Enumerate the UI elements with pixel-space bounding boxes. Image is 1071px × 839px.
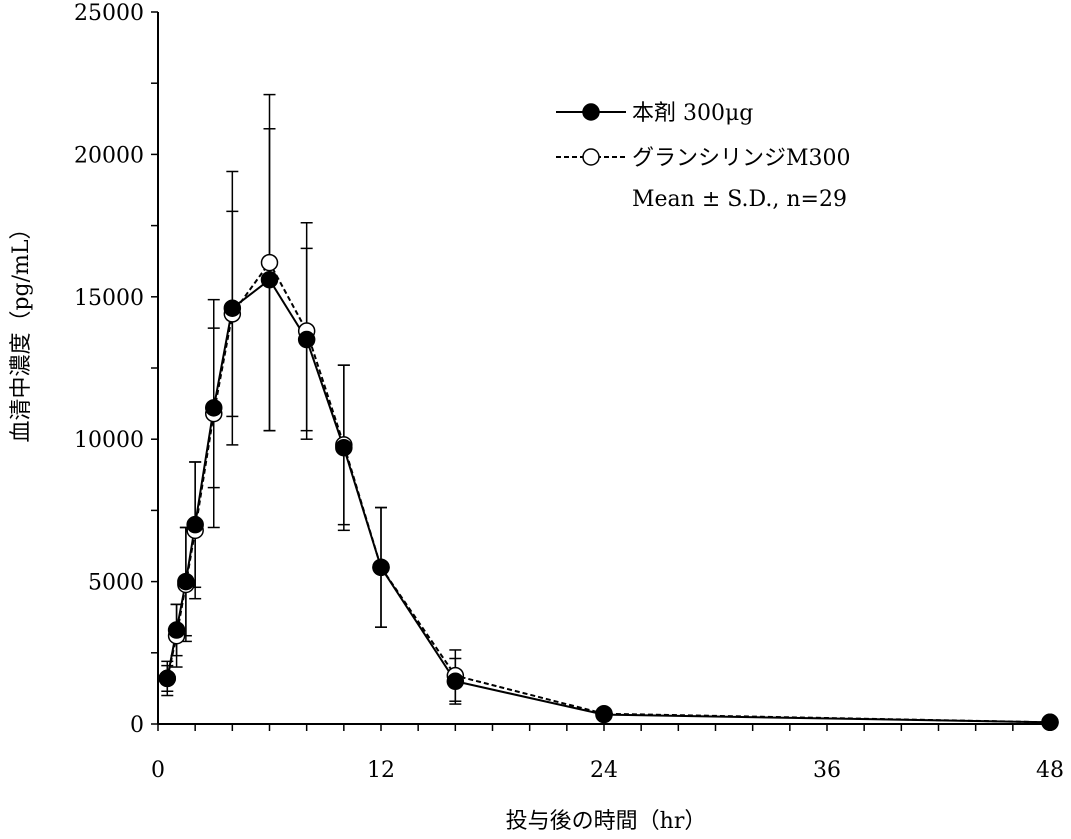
x-tick-label: 24 [590,758,618,783]
data-point-2 [260,253,279,272]
y-tick-label: 10000 [74,428,144,453]
x-axis-title: 投与後の時間（hr） [506,809,707,834]
series-line-1 [166,278,1051,724]
x-tick-label: 48 [1036,758,1064,783]
legend: 本剤 300μg グランシリンジM300 Mean ± S.D., n=29 [556,101,851,212]
x-tick-label: 0 [151,758,165,783]
data-point-1 [446,672,465,691]
series-markers [158,253,1059,732]
data-point-1 [297,330,316,349]
data-point-1 [205,399,223,417]
legend-label-1: 本剤 300μg [632,101,753,126]
y-tick-label: 25000 [74,1,144,26]
data-point-1 [595,705,613,724]
axes: 0 5000 10000 15000 20000 25000 0 12 24 36 48 [74,1,1064,783]
x-tick-label: 36 [813,758,841,783]
legend-marker-1 [582,103,600,121]
y-tick-label: 0 [130,713,144,738]
error-bars [161,93,462,705]
data-point-1 [186,515,204,534]
data-point-1 [167,621,186,639]
legend-label-2: グランシリンジM300 [632,146,851,171]
legend-marker-2 [582,148,600,166]
data-point-1 [223,299,242,317]
data-point-1 [372,558,390,577]
data-point-1 [177,572,195,591]
data-point-1 [158,669,177,688]
data-point-1 [335,438,353,457]
y-tick-label: 5000 [88,571,144,596]
legend-note: Mean ± S.D., n=29 [632,187,847,212]
y-tick-label: 15000 [74,286,144,311]
x-tick-label: 12 [367,758,395,783]
data-point-1 [1041,713,1059,732]
data-point-1 [260,270,279,289]
y-axis-title: 血清中濃度（pg/mL） [9,217,34,442]
y-tick-label: 20000 [74,143,144,168]
